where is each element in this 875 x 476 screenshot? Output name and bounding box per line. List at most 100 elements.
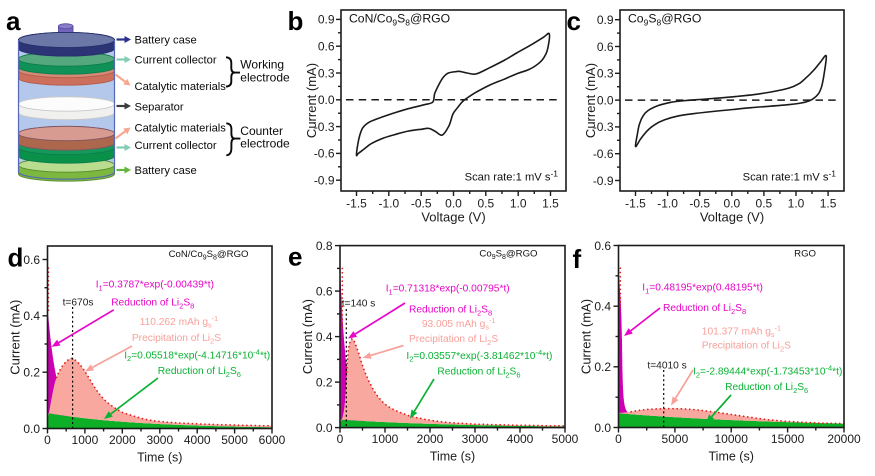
svg-text:0.0: 0.0 <box>445 196 462 210</box>
svg-text:CoN/Co9S8@RGO: CoN/Co9S8@RGO <box>349 12 450 28</box>
svg-text:Current collector: Current collector <box>135 140 217 152</box>
svg-text:101.377 mAh gs​-1​: 101.377 mAh gs​-1​ <box>702 323 781 339</box>
svg-text:-0.9: -0.9 <box>593 174 614 188</box>
svg-text:4000: 4000 <box>507 432 534 446</box>
svg-text:5000: 5000 <box>552 432 579 446</box>
svg-text:0.0: 0.0 <box>597 93 614 107</box>
svg-text:3000: 3000 <box>146 433 173 447</box>
svg-text:Time (s): Time (s) <box>137 451 182 465</box>
svg-text:Reduction of Li2​S8​: Reduction of Li2​S8​ <box>663 303 746 316</box>
svg-text:0.0: 0.0 <box>23 422 40 436</box>
svg-text:Precipitation of Li2​S: Precipitation of Li2​S <box>702 341 791 354</box>
svg-text:1000: 1000 <box>372 432 399 446</box>
svg-text:0.6: 0.6 <box>594 239 611 253</box>
svg-text:Precipitation of Li2​S: Precipitation of Li2​S <box>409 334 498 347</box>
svg-text:t=4010 s: t=4010 s <box>647 361 686 372</box>
svg-text:Reduction of Li2​S6​: Reduction of Li2​S6​ <box>725 382 808 395</box>
svg-text:0.6: 0.6 <box>23 253 40 267</box>
svg-text:Reduction of Li2​S6​: Reduction of Li2​S6​ <box>158 366 241 379</box>
svg-text:0.9: 0.9 <box>597 13 614 27</box>
svg-text:0.0: 0.0 <box>723 196 740 210</box>
svg-text:1.0: 1.0 <box>510 196 527 210</box>
svg-text:0.2: 0.2 <box>23 366 40 380</box>
svg-text:-0.5: -0.5 <box>689 196 710 210</box>
svg-text:-0.9: -0.9 <box>314 174 335 188</box>
svg-text:110.262 mAh gs​-1​: 110.262 mAh gs​-1​ <box>140 314 219 330</box>
svg-text:3000: 3000 <box>462 432 489 446</box>
svg-text:0.3: 0.3 <box>318 66 335 80</box>
svg-text:0.2: 0.2 <box>316 375 333 389</box>
svg-text:-1.0: -1.0 <box>657 196 678 210</box>
svg-text:Separator: Separator <box>135 102 184 114</box>
svg-text:10000: 10000 <box>715 432 749 446</box>
svg-text:0.8: 0.8 <box>316 239 333 253</box>
svg-text:0: 0 <box>337 432 344 446</box>
svg-text:0.6: 0.6 <box>597 40 614 54</box>
svg-text:RGO: RGO <box>794 249 816 260</box>
svg-text:4000: 4000 <box>184 433 211 447</box>
svg-text:t=670s: t=670s <box>63 298 94 309</box>
svg-text:Current (mA): Current (mA) <box>583 63 598 138</box>
svg-text:0.2: 0.2 <box>594 360 611 374</box>
svg-text:-0.3: -0.3 <box>314 120 335 134</box>
svg-text:electrode: electrode <box>240 136 290 150</box>
svg-text:Reduction of Li2​S6​: Reduction of Li2​S6​ <box>437 367 520 380</box>
svg-text:0.0: 0.0 <box>316 421 333 435</box>
svg-text:f: f <box>573 244 582 274</box>
svg-text:0.6: 0.6 <box>316 284 333 298</box>
svg-text:1.5: 1.5 <box>542 196 559 210</box>
svg-text:Scan rate:1 mV s-1: Scan rate:1 mV s-1 <box>743 169 837 184</box>
svg-text:Catalytic materials: Catalytic materials <box>135 122 227 134</box>
svg-text:e: e <box>288 242 302 272</box>
svg-text:Current collector: Current collector <box>135 54 217 66</box>
svg-text:0.5: 0.5 <box>756 196 773 210</box>
svg-text:1.0: 1.0 <box>788 196 805 210</box>
svg-text:93.005 mAh gs​-1​: 93.005 mAh gs​-1​ <box>422 316 496 332</box>
svg-text:-0.6: -0.6 <box>593 147 614 161</box>
svg-text:Time (s): Time (s) <box>430 450 475 464</box>
svg-text:I2​=-2.89444*exp(-1.73453*10-4: I2​=-2.89444*exp(-1.73453*10-4​*t) <box>693 364 842 380</box>
svg-text:15000: 15000 <box>771 432 805 446</box>
svg-text:2000: 2000 <box>417 432 444 446</box>
svg-text:electrode: electrode <box>240 70 290 84</box>
svg-text:0.9: 0.9 <box>318 13 335 27</box>
svg-text:Working: Working <box>240 58 284 72</box>
svg-text:Precipitation of Li2​S: Precipitation of Li2​S <box>132 333 221 346</box>
svg-text:I1​=0.48195*exp(0.48195*t): I1​=0.48195*exp(0.48195*t) <box>642 283 763 296</box>
svg-text:Catalytic materials: Catalytic materials <box>135 81 227 93</box>
svg-text:Co9S8@RGO: Co9S8@RGO <box>628 12 701 28</box>
svg-text:Time (s): Time (s) <box>709 450 754 464</box>
svg-text:Current (mA): Current (mA) <box>304 63 319 138</box>
svg-text:-1.5: -1.5 <box>625 196 646 210</box>
svg-text:Co9​S8​@RGO: Co9​S8​@RGO <box>479 249 537 262</box>
svg-text:20000: 20000 <box>827 432 861 446</box>
svg-text:Current (mA): Current (mA) <box>579 299 594 374</box>
svg-text:b: b <box>288 6 304 36</box>
svg-text:-0.6: -0.6 <box>314 147 335 161</box>
svg-text:0.4: 0.4 <box>23 309 40 323</box>
svg-text:I1​=0.71318*exp(-0.00795*t): I1​=0.71318*exp(-0.00795*t) <box>386 284 510 297</box>
svg-text:-0.3: -0.3 <box>593 120 614 134</box>
svg-text:Current (mA): Current (mA) <box>300 299 315 374</box>
svg-text:-1.5: -1.5 <box>346 196 367 210</box>
svg-text:0.4: 0.4 <box>316 330 333 344</box>
svg-text:Reduction of Li2​S8​: Reduction of Li2​S8​ <box>111 298 194 311</box>
svg-text:Voltage (V): Voltage (V) <box>700 210 764 225</box>
svg-text:5000: 5000 <box>662 432 689 446</box>
svg-text:Reduction of Li2​S8​: Reduction of Li2​S8​ <box>409 305 492 318</box>
svg-text:a: a <box>6 6 21 36</box>
svg-text:t=140 s: t=140 s <box>342 299 376 310</box>
svg-text:0.0: 0.0 <box>318 93 335 107</box>
svg-text:2000: 2000 <box>109 433 136 447</box>
svg-text:d: d <box>8 243 24 273</box>
svg-text:5000: 5000 <box>221 433 248 447</box>
svg-text:Scan rate:1 mV s-1: Scan rate:1 mV s-1 <box>465 169 559 184</box>
svg-text:Voltage (V): Voltage (V) <box>421 210 485 225</box>
svg-text:CoN/Co9​S8​@RGO: CoN/Co9​S8​@RGO <box>169 249 249 262</box>
svg-text:-1.0: -1.0 <box>378 196 399 210</box>
svg-text:0.3: 0.3 <box>597 67 614 81</box>
svg-text:I1​=0.3787*exp(-0.00439*t): I1​=0.3787*exp(-0.00439*t) <box>96 280 214 293</box>
svg-text:Counter: Counter <box>240 124 283 138</box>
svg-text:0.4: 0.4 <box>594 300 611 314</box>
svg-text:I2​=0.03557*exp(-3.81462*10-4​: I2​=0.03557*exp(-3.81462*10-4​*t) <box>406 348 552 364</box>
